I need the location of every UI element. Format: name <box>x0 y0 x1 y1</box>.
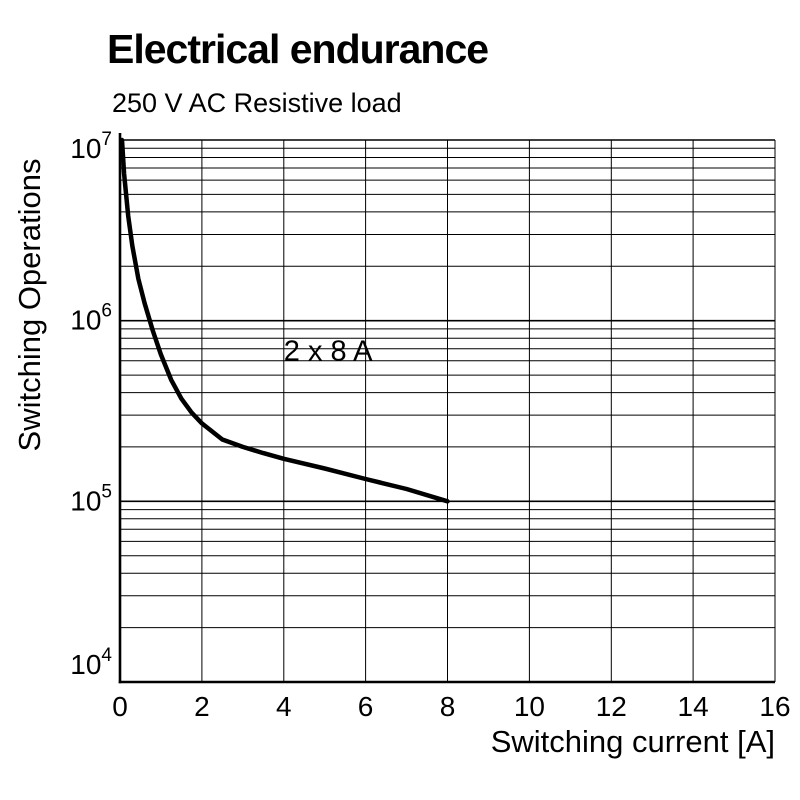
x-tick-label: 0 <box>112 691 128 722</box>
x-tick-label: 10 <box>514 691 545 722</box>
y-tick-labels: 104 105 106 107 <box>70 129 112 680</box>
gridlines <box>120 139 776 682</box>
axes <box>118 133 775 684</box>
y-tick-label: 105 <box>70 481 112 516</box>
x-tick-label: 4 <box>276 691 292 722</box>
endurance-curve <box>119 137 450 504</box>
x-tick-label: 8 <box>440 691 456 722</box>
y-tick-label: 107 <box>70 129 112 164</box>
curve-annotation: 2 x 8 A <box>284 336 373 368</box>
x-tick-label: 16 <box>759 691 790 722</box>
x-tick-labels: 0 2 4 6 8 10 12 14 16 <box>112 691 790 722</box>
y-tick-label: 106 <box>70 301 112 336</box>
x-tick-label: 14 <box>678 691 709 722</box>
x-axis-label: Switching current [A] <box>490 724 775 759</box>
x-tick-label: 2 <box>194 691 210 722</box>
chart-subtitle: 250 V AC Resistive load <box>112 88 402 118</box>
x-tick-label: 6 <box>358 691 374 722</box>
chart-title: Electrical endurance <box>107 26 489 72</box>
x-tick-label: 12 <box>596 691 627 722</box>
y-tick-label: 104 <box>70 645 112 680</box>
